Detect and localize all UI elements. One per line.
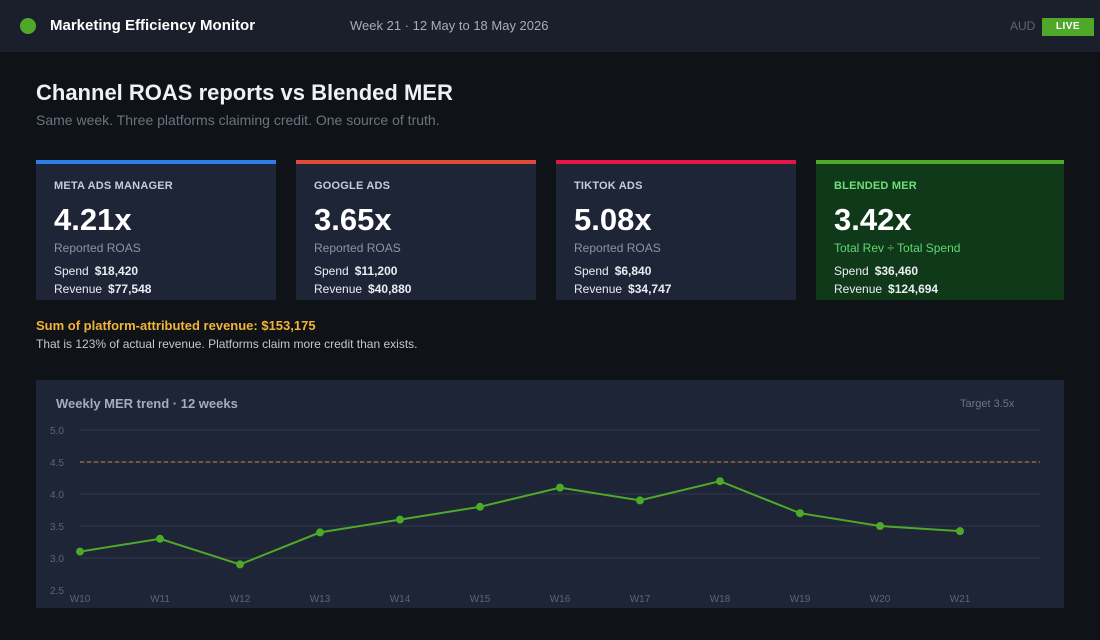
data-point xyxy=(556,483,564,492)
spend-value: $36,460 xyxy=(874,264,919,278)
y-tick-label: 3.0 xyxy=(50,554,64,565)
data-point xyxy=(156,534,164,543)
x-tick-label: W10 xyxy=(70,594,91,605)
card-value: 4.21x xyxy=(54,202,132,237)
chart-plot-area: 2.5 3.0 3.5 4.0 4.5 5.0 W10 W11 W12 W13 W14 W15 W16 W… xyxy=(50,426,1040,605)
spend-value: $11,200 xyxy=(354,264,398,278)
revenue-label: Revenue xyxy=(574,282,623,296)
card-label: BLENDED MER xyxy=(834,180,917,192)
card-metric: Reported ROAS xyxy=(314,241,401,255)
x-tick-label: W20 xyxy=(870,594,891,605)
x-tick-label: W19 xyxy=(790,594,811,605)
card-revenue: Revenue $34,747 xyxy=(574,282,671,296)
data-point xyxy=(476,502,484,511)
y-tick-label: 4.0 xyxy=(50,490,64,501)
spend-label: Spend xyxy=(54,264,89,278)
card-spend: Spend $11,200 xyxy=(314,264,397,278)
revenue-label: Revenue xyxy=(314,282,363,296)
week-range[interactable]: Week 21 · 12 May to 18 May 2026 xyxy=(350,18,549,33)
revenue-label: Revenue xyxy=(834,282,883,296)
chart-title: Weekly MER trend · 12 weeks xyxy=(56,396,238,411)
revenue-label: Revenue xyxy=(54,282,103,296)
revenue-value: $77,548 xyxy=(108,282,152,296)
card-spend: Spend $6,840 xyxy=(574,264,651,278)
x-tick-label: W14 xyxy=(390,594,411,605)
currency-label[interactable]: AUD xyxy=(1010,19,1036,33)
card-spend: Spend $36,460 xyxy=(834,264,918,278)
page-subtitle: Same week. Three platforms claiming cred… xyxy=(36,112,440,128)
top-bar: Marketing Efficiency Monitor Week 21 · 1… xyxy=(0,0,1100,52)
card-value: 3.42x xyxy=(834,202,912,237)
page-title: Channel ROAS reports vs Blended MER xyxy=(36,80,453,105)
card-blended-mer[interactable]: BLENDED MER 3.42x Total Rev ÷ Total Spen… xyxy=(816,160,1064,300)
data-point xyxy=(316,528,324,537)
live-status-icon xyxy=(20,18,36,34)
x-tick-label: W11 xyxy=(150,594,170,605)
chart-target-label: Target 3.5x xyxy=(960,398,1015,410)
x-tick-label: W12 xyxy=(230,594,251,605)
card-meta-ads[interactable]: META ADS MANAGER 4.21x Reported ROAS Spe… xyxy=(36,160,276,300)
data-point xyxy=(876,522,884,530)
data-point xyxy=(76,547,84,556)
x-tick-label: W21 xyxy=(950,594,971,605)
mer-trend-chart: Weekly MER trend · 12 weeks Target 3.5x … xyxy=(36,380,1064,608)
card-label: TIKTOK ADS xyxy=(574,180,643,192)
card-revenue: Revenue $77,548 xyxy=(54,282,151,296)
data-point xyxy=(796,509,804,518)
card-google-ads[interactable]: GOOGLE ADS 3.65x Reported ROAS Spend $11,… xyxy=(296,160,536,300)
x-tick-label: W15 xyxy=(470,594,491,605)
y-tick-label: 2.5 xyxy=(50,586,64,597)
attributed-revenue-summary: Sum of platform-attributed revenue: $153… xyxy=(36,318,316,333)
spend-label: Spend xyxy=(834,264,869,278)
y-tick-label: 3.5 xyxy=(50,522,64,533)
card-tiktok-ads[interactable]: TIKTOK ADS 5.08x Reported ROAS Spend $6,8… xyxy=(556,160,796,300)
card-value: 3.65x xyxy=(314,202,392,237)
revenue-value: $34,747 xyxy=(628,282,672,296)
data-point xyxy=(236,560,244,569)
card-spend: Spend $18,420 xyxy=(54,264,138,278)
x-tick-label: W17 xyxy=(630,594,651,605)
spend-value: $6,840 xyxy=(614,264,652,278)
card-metric: Reported ROAS xyxy=(574,241,661,255)
y-tick-label: 5.0 xyxy=(50,426,64,437)
live-badge: LIVE xyxy=(1042,18,1094,36)
y-tick-label: 4.5 xyxy=(50,458,64,469)
data-point xyxy=(956,527,964,536)
x-tick-label: W16 xyxy=(550,594,571,605)
revenue-value: $124,694 xyxy=(888,282,939,296)
data-point xyxy=(716,477,724,486)
card-value: 5.08x xyxy=(574,202,652,237)
revenue-value: $40,880 xyxy=(368,282,412,296)
card-label: GOOGLE ADS xyxy=(314,180,391,192)
spend-label: Spend xyxy=(314,264,349,278)
card-metric: Reported ROAS xyxy=(54,241,141,255)
card-revenue: Revenue $40,880 xyxy=(314,282,411,296)
spend-value: $18,420 xyxy=(94,264,139,278)
card-metric: Total Rev ÷ Total Spend xyxy=(834,241,961,255)
data-point xyxy=(636,496,644,505)
spend-label: Spend xyxy=(574,264,609,278)
series-line xyxy=(79,480,961,566)
x-tick-label: W18 xyxy=(710,594,731,605)
data-point xyxy=(396,515,404,524)
card-revenue: Revenue $124,694 xyxy=(834,282,938,296)
card-label: META ADS MANAGER xyxy=(54,180,173,192)
attributed-revenue-note: That is 123% of actual revenue. Platform… xyxy=(36,337,418,351)
x-tick-label: W13 xyxy=(310,594,331,605)
app-title: Marketing Efficiency Monitor xyxy=(50,17,256,34)
